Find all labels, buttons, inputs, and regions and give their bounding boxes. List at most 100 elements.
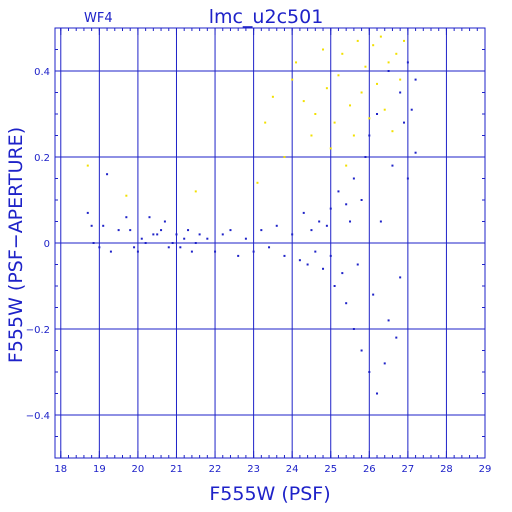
data-point (98, 246, 101, 249)
data-point (148, 216, 151, 219)
plot-frame (54, 27, 486, 459)
data-point (368, 117, 371, 120)
data-point (403, 39, 406, 42)
data-point (360, 349, 363, 352)
data-point (163, 220, 166, 223)
data-point (129, 229, 132, 232)
y-tick-label: −0.4 (26, 411, 50, 422)
data-point (144, 242, 147, 244)
data-point (237, 254, 240, 257)
data-point (414, 151, 417, 154)
data-point (406, 61, 409, 64)
data-point (329, 207, 332, 210)
data-points (86, 35, 417, 395)
data-point (302, 211, 305, 214)
data-point (102, 224, 105, 227)
data-point (160, 229, 163, 232)
data-point (229, 229, 232, 232)
data-point (167, 246, 170, 249)
data-point (214, 250, 217, 253)
data-point (379, 220, 382, 223)
data-point (406, 177, 409, 180)
data-point (379, 35, 382, 38)
x-tick-label: 21 (170, 464, 183, 475)
data-point (329, 254, 332, 257)
data-point (345, 164, 348, 167)
data-point (106, 173, 109, 176)
data-point (86, 164, 89, 167)
data-point (395, 52, 398, 55)
data-point (156, 233, 159, 236)
x-tick-label: 23 (247, 464, 260, 475)
data-point (283, 156, 286, 158)
data-point (403, 121, 406, 124)
data-point (310, 134, 313, 137)
data-point (391, 164, 394, 167)
data-point (352, 328, 355, 330)
data-point (399, 91, 402, 94)
data-point (329, 147, 332, 150)
data-point (318, 220, 321, 223)
data-point (221, 233, 224, 236)
data-point (140, 237, 143, 240)
data-point (356, 39, 359, 42)
x-tick-labels: 18 19 20 21 22 23 24 25 26 27 28 29 (54, 464, 491, 475)
x-tick-label: 28 (440, 464, 453, 475)
data-point (295, 61, 298, 64)
data-point (283, 254, 286, 257)
data-point (368, 134, 371, 137)
x-tick-label: 29 (479, 464, 492, 475)
data-point (352, 177, 355, 180)
data-point (260, 229, 263, 232)
data-point (345, 302, 348, 305)
x-axis-label: F555W (PSF) (209, 483, 330, 505)
data-point (175, 233, 178, 236)
x-tick-label: 18 (54, 464, 67, 475)
data-point (356, 263, 359, 266)
data-point (345, 203, 348, 206)
x-tick-label: 25 (324, 464, 337, 475)
data-point (302, 100, 305, 103)
data-point (92, 242, 95, 244)
data-point (337, 74, 340, 77)
data-point (376, 82, 379, 85)
data-point (383, 108, 386, 111)
data-point (133, 246, 136, 249)
y-tick-label: 0.2 (34, 153, 50, 164)
data-point (314, 250, 317, 253)
grid-lines (55, 28, 485, 458)
x-tick-label: 22 (209, 464, 222, 475)
data-point (171, 242, 174, 244)
data-point (198, 233, 201, 236)
data-point (341, 52, 344, 55)
data-point (349, 220, 352, 223)
data-point (399, 78, 402, 81)
data-point (376, 113, 379, 115)
data-point (244, 237, 247, 240)
data-point (275, 224, 278, 227)
data-point (341, 272, 344, 275)
data-point (291, 78, 294, 81)
data-point (206, 237, 209, 240)
data-point (364, 156, 367, 158)
y-axis-label: F555W (PSF−APERTURE) (5, 127, 27, 363)
data-point (333, 285, 336, 287)
data-point (372, 293, 375, 296)
data-point (86, 211, 89, 214)
data-point (306, 263, 309, 266)
data-point (291, 233, 294, 236)
data-point (256, 181, 259, 184)
data-point (410, 108, 413, 111)
y-tick-labels: −0.4 −0.2 0 0.2 0.4 (26, 67, 50, 422)
x-tick-label: 24 (286, 464, 299, 475)
y-tick-label: 0 (44, 239, 50, 250)
data-point (252, 250, 255, 253)
data-point (387, 70, 390, 72)
data-point (314, 113, 317, 115)
panel-label: WF4 (84, 11, 113, 26)
data-point (352, 134, 355, 137)
data-point (368, 371, 371, 373)
data-point (136, 250, 139, 253)
data-point (194, 242, 197, 244)
